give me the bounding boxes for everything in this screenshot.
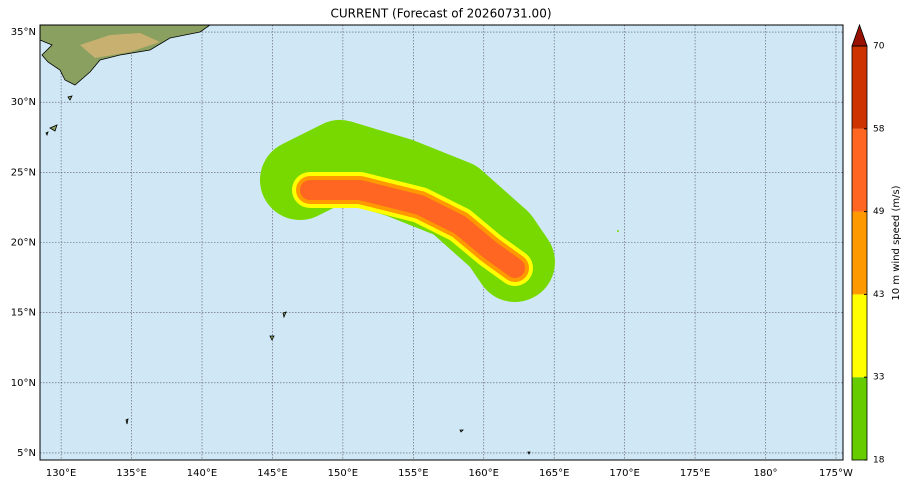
colorbar-frame [851, 45, 868, 461]
lat-tick-label: 10°N [11, 378, 36, 389]
colorbar-segment [852, 128, 867, 212]
land [39, 24, 531, 455]
lat-tick-label: 30°N [11, 97, 36, 108]
colorbar-tick-label: 49 [873, 207, 885, 217]
map-frame [39, 24, 844, 461]
lat-tick-label: 25°N [11, 167, 36, 178]
map-title: CURRENT (Forecast of 20260731.00) [330, 7, 551, 21]
lat-tick-label: 5°N [17, 448, 36, 459]
colorbar-extend [851, 23, 868, 47]
colorbar-segment [852, 211, 867, 295]
colorbar-segment [852, 294, 867, 378]
lon-tick-label: 170°E [609, 468, 639, 479]
lat-tick-label: 20°N [11, 238, 36, 249]
lon-tick-label: 160°E [469, 468, 499, 479]
lon-tick-label: 135°E [116, 468, 146, 479]
lon-tick-label: 175°W [819, 468, 853, 479]
lon-tick-label: 175°E [680, 468, 710, 479]
colorbar-tick-label: 43 [873, 290, 884, 300]
colorbar-tick-label: 33 [873, 373, 884, 383]
colorbar-tick-label: 70 [873, 42, 885, 52]
colorbar-segment [852, 46, 867, 129]
colorbar-label: 10 m wind speed (m/s) [891, 185, 902, 300]
lon-tick-label: 150°E [328, 468, 358, 479]
colorbar-tick-label: 18 [873, 456, 885, 466]
lon-tick-label: 140°E [187, 468, 217, 479]
lat-tick-label: 35°N [11, 27, 36, 38]
lat-tick-label: 15°N [11, 308, 36, 319]
lon-tick-label: 180° [753, 468, 777, 479]
colorbar-tick-label: 58 [873, 124, 885, 134]
wind-field [260, 120, 619, 302]
colorbar-segment [852, 377, 867, 460]
lon-tick-label: 155°E [398, 468, 428, 479]
lon-tick-label: 130°E [46, 468, 76, 479]
lon-tick-label: 165°E [539, 468, 569, 479]
lon-tick-label: 145°E [257, 468, 287, 479]
